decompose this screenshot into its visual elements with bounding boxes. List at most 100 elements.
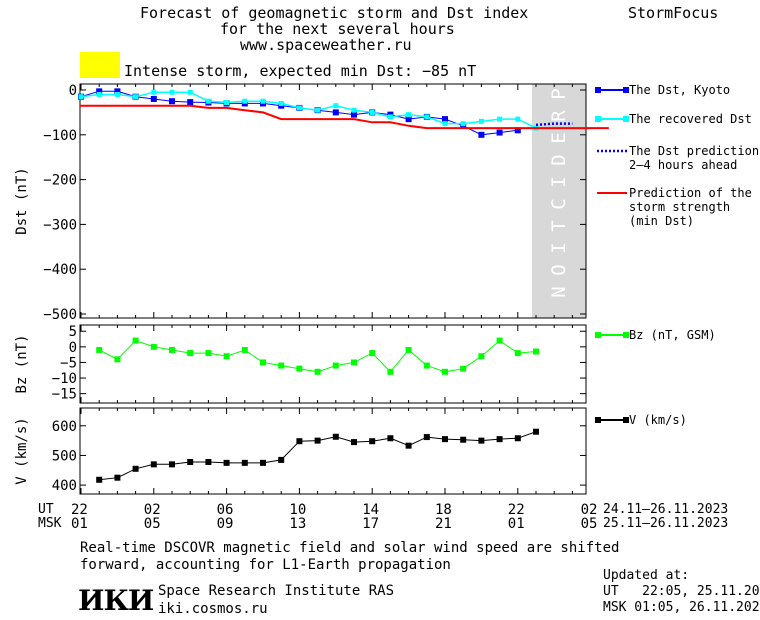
data-point xyxy=(369,438,376,445)
data-point xyxy=(497,116,503,122)
data-point xyxy=(296,438,303,445)
series-line xyxy=(80,104,609,130)
data-point xyxy=(442,121,448,127)
legend-recovered-dst-label: The recovered Dst xyxy=(629,112,752,126)
legend-bz-marker xyxy=(623,332,629,338)
y-tick-label: 0 xyxy=(69,83,77,99)
legend-v-label: V (km/s) xyxy=(629,413,687,427)
data-point xyxy=(406,112,412,118)
legend-dst-kyoto-marker xyxy=(623,87,629,93)
data-point xyxy=(150,95,157,102)
data-point xyxy=(169,346,175,353)
data-point xyxy=(278,362,285,369)
data-point xyxy=(442,436,448,443)
legend-storm-strength-label: (min Dst) xyxy=(629,214,694,228)
data-point xyxy=(241,346,248,353)
data-point xyxy=(387,114,393,120)
data-point xyxy=(169,461,175,468)
series-line xyxy=(98,339,537,373)
iki-logo: ИКИ xyxy=(78,584,154,617)
data-point xyxy=(460,436,467,443)
data-point xyxy=(442,368,448,375)
chart-title-line-3[interactable]: www.spaceweather.ru xyxy=(240,36,412,54)
data-point xyxy=(114,474,121,481)
chart-title-line-2: for the next several hours xyxy=(220,20,455,38)
data-point xyxy=(387,368,394,375)
data-point xyxy=(351,107,357,113)
msk-tick-label: 21 xyxy=(435,516,452,532)
data-point xyxy=(351,111,357,118)
y-axis-label: Bz (nT) xyxy=(14,334,30,393)
data-point xyxy=(314,368,321,375)
updated-label: Updated at: xyxy=(603,568,690,583)
legend-v-marker xyxy=(595,417,601,423)
data-point xyxy=(114,91,120,97)
msk-tick-label: 01 xyxy=(71,516,88,532)
data-point xyxy=(405,346,412,353)
data-point xyxy=(442,116,448,123)
msk-axis-label: MSK xyxy=(38,516,62,531)
updated-ut: UT 22:05, 25.11.2023 xyxy=(603,584,760,599)
prediction-letter: E xyxy=(548,132,570,143)
y-tick-label: −15 xyxy=(52,387,77,403)
data-point xyxy=(187,350,194,357)
data-point xyxy=(423,434,430,441)
data-point xyxy=(150,343,157,350)
data-point xyxy=(278,456,285,463)
panel-frame xyxy=(79,83,587,319)
y-tick-label: 600 xyxy=(52,419,77,435)
msk-tick-label: 13 xyxy=(289,516,307,532)
brand-label: StormFocus xyxy=(628,4,719,22)
y-axis-label: Dst (nT) xyxy=(14,167,30,234)
y-tick-label: −300 xyxy=(43,217,77,233)
y-tick-label: 0 xyxy=(69,340,77,356)
legend-dst-kyoto-marker xyxy=(595,87,601,93)
prediction-letter: R xyxy=(548,110,570,122)
v-plot: 600 500 400 V (km/s) xyxy=(14,407,587,495)
data-point xyxy=(114,88,121,95)
data-point xyxy=(533,428,539,435)
footer-note-line-2: forward, accounting for L1-Earth propaga… xyxy=(80,557,451,573)
data-point xyxy=(478,353,485,360)
data-point xyxy=(514,350,521,357)
data-point xyxy=(405,442,412,449)
footer-note-line-1: Real-time DSCOVR magnetic field and sola… xyxy=(80,540,620,556)
data-point xyxy=(78,94,84,100)
data-point xyxy=(260,98,266,104)
prediction-letter: O xyxy=(548,264,570,275)
data-point xyxy=(96,346,103,353)
data-point xyxy=(223,353,230,360)
data-point xyxy=(478,131,485,138)
data-point xyxy=(205,98,211,104)
data-point xyxy=(260,459,266,466)
ut-tick-label: 10 xyxy=(289,502,307,518)
data-point xyxy=(405,116,412,123)
data-point xyxy=(369,109,375,115)
data-point xyxy=(133,94,139,100)
y-tick-label: 500 xyxy=(52,448,77,464)
institute-site[interactable]: iki.cosmos.ru xyxy=(158,601,268,617)
data-point xyxy=(496,337,503,344)
data-point xyxy=(332,362,339,369)
y-tick-label: −5 xyxy=(60,355,77,371)
ut-tick-label: 02 xyxy=(143,502,161,518)
msk-tick-label: 17 xyxy=(362,516,380,532)
legend-storm-strength-label: storm strength xyxy=(629,200,730,214)
data-point xyxy=(332,433,339,440)
y-tick-label: −100 xyxy=(43,128,77,144)
data-point xyxy=(296,105,302,111)
prediction-letter: D xyxy=(548,154,570,165)
data-point xyxy=(296,365,303,372)
msk-tick-label: 05 xyxy=(143,516,161,532)
legend-dst-prediction-label: The Dst prediction xyxy=(629,144,759,158)
data-point xyxy=(151,89,157,95)
data-point xyxy=(533,348,539,355)
prediction-shade xyxy=(532,84,586,318)
data-point xyxy=(223,459,230,466)
panel-frame xyxy=(79,324,587,404)
msk-tick-label: 01 xyxy=(507,516,525,532)
y-tick-label: −10 xyxy=(52,371,77,387)
institute-name: Space Research Institute RAS xyxy=(158,583,395,599)
y-tick-label: 400 xyxy=(52,478,77,494)
